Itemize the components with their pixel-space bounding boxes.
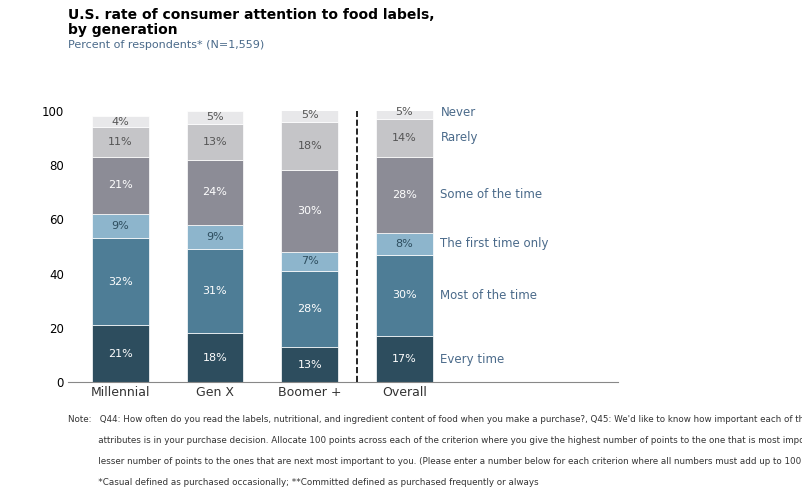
Text: 13%: 13% <box>203 137 227 147</box>
Text: 5%: 5% <box>206 113 224 122</box>
Text: Some of the time: Some of the time <box>440 188 542 201</box>
Text: 32%: 32% <box>108 277 132 287</box>
Text: by generation: by generation <box>68 23 178 37</box>
Text: Most of the time: Most of the time <box>440 289 537 302</box>
Bar <box>92 238 148 325</box>
Text: 9%: 9% <box>206 232 224 242</box>
Bar <box>376 105 433 119</box>
Text: 13%: 13% <box>298 360 322 370</box>
Bar <box>92 157 148 214</box>
Text: 9%: 9% <box>111 221 129 231</box>
Text: 28%: 28% <box>298 304 322 314</box>
Text: Never: Never <box>440 106 476 119</box>
Text: 24%: 24% <box>203 187 228 197</box>
Bar <box>187 333 243 382</box>
Text: Rarely: Rarely <box>440 131 478 144</box>
Text: attributes is in your purchase decision. Allocate 100 points across each of the : attributes is in your purchase decision.… <box>68 436 802 445</box>
Bar <box>282 271 338 347</box>
Bar <box>376 233 433 255</box>
Bar <box>282 108 338 122</box>
Text: Every time: Every time <box>440 353 504 366</box>
Bar <box>376 255 433 336</box>
Bar <box>92 325 148 382</box>
Bar <box>282 347 338 382</box>
Bar <box>282 122 338 171</box>
Text: 30%: 30% <box>392 290 417 300</box>
Text: The first time only: The first time only <box>440 237 549 250</box>
Text: 17%: 17% <box>392 354 417 364</box>
Bar <box>187 111 243 124</box>
Bar <box>376 336 433 382</box>
Text: 5%: 5% <box>395 107 413 117</box>
Text: 18%: 18% <box>298 141 322 151</box>
Text: Note:   Q44: How often do you read the labels, nutritional, and ingredient conte: Note: Q44: How often do you read the lab… <box>68 415 802 424</box>
Text: 31%: 31% <box>203 286 227 296</box>
Text: 28%: 28% <box>392 190 417 200</box>
Bar <box>187 159 243 225</box>
Text: 30%: 30% <box>298 206 322 216</box>
Bar <box>92 116 148 127</box>
Text: 5%: 5% <box>301 110 318 120</box>
Bar <box>282 171 338 252</box>
Text: 4%: 4% <box>111 117 129 127</box>
Bar <box>187 249 243 333</box>
Text: 7%: 7% <box>301 257 318 267</box>
Text: 14%: 14% <box>392 133 417 143</box>
Bar <box>187 124 243 159</box>
Bar <box>187 225 243 249</box>
Text: U.S. rate of consumer attention to food labels,: U.S. rate of consumer attention to food … <box>68 8 435 22</box>
Bar <box>376 119 433 157</box>
Text: 18%: 18% <box>203 353 227 363</box>
Text: lesser number of points to the ones that are next most important to you. (Please: lesser number of points to the ones that… <box>68 457 802 466</box>
Text: 11%: 11% <box>108 137 132 147</box>
Text: *Casual defined as purchased occasionally; **Committed defined as purchased freq: *Casual defined as purchased occasionall… <box>68 478 539 487</box>
Bar <box>376 157 433 233</box>
Bar <box>92 127 148 157</box>
Text: 21%: 21% <box>108 181 132 190</box>
Text: 8%: 8% <box>395 239 413 249</box>
Bar <box>92 214 148 238</box>
Text: 21%: 21% <box>108 349 132 359</box>
Text: Percent of respondents* (N=1,559): Percent of respondents* (N=1,559) <box>68 40 265 50</box>
Bar <box>282 252 338 271</box>
